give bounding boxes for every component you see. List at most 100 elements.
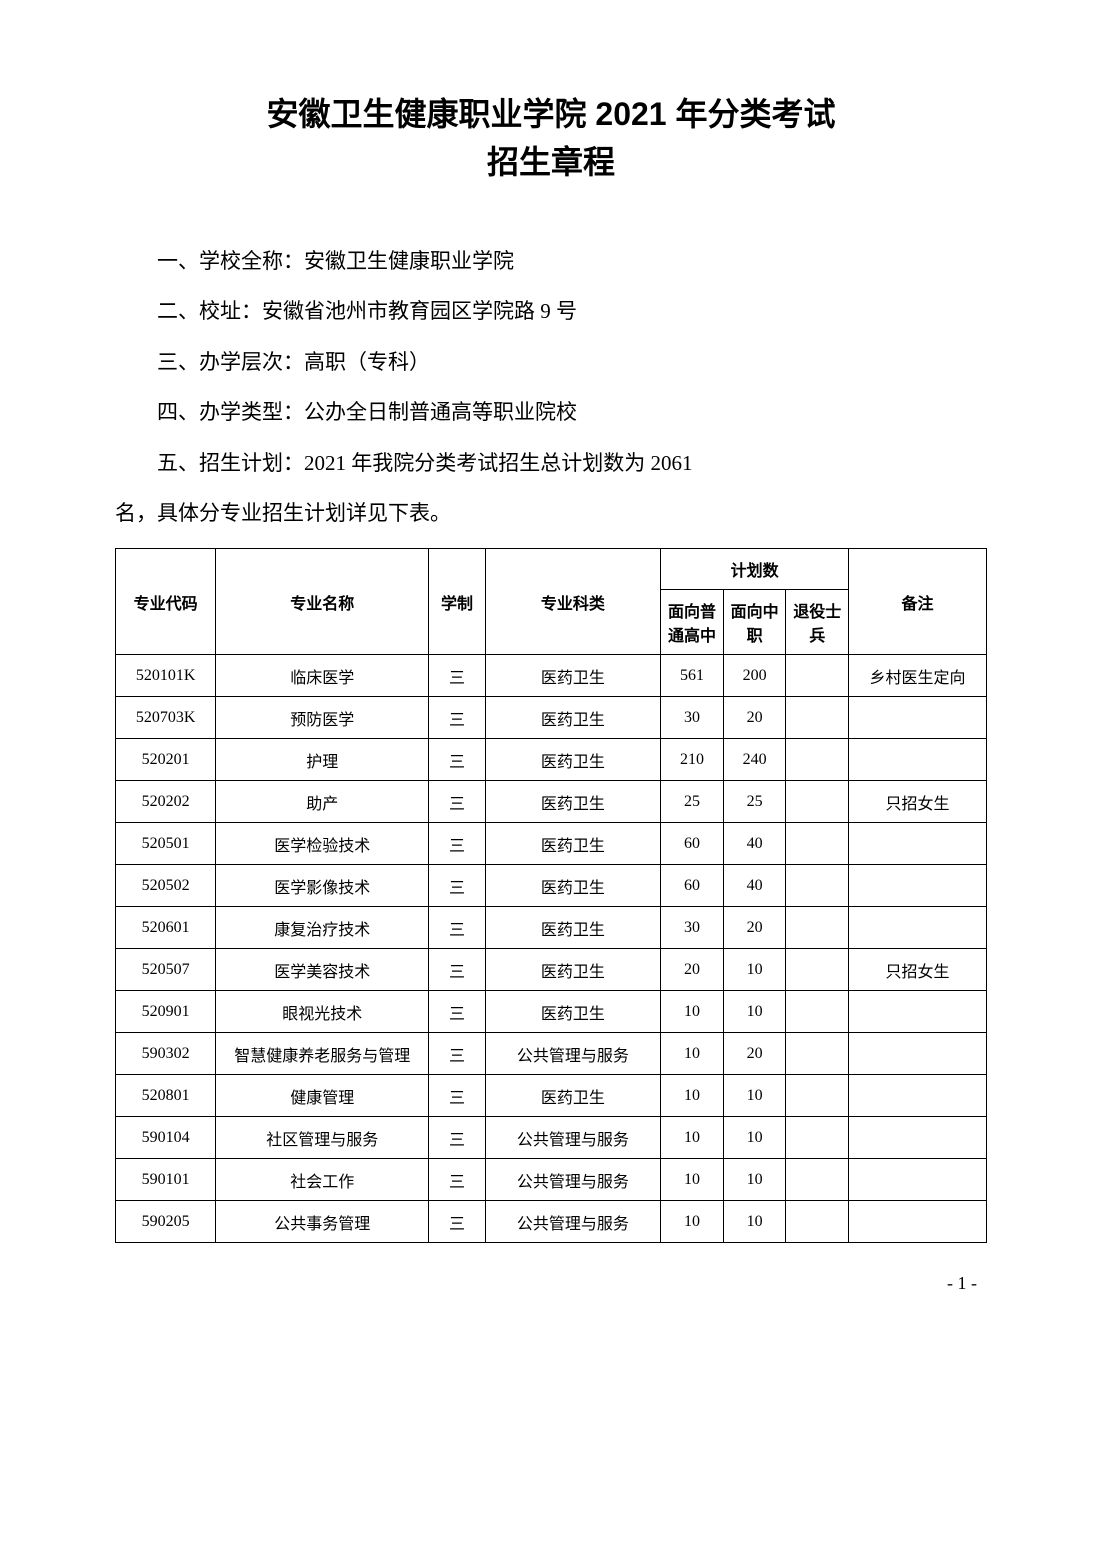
cell-vs: 40 bbox=[723, 865, 786, 907]
table-row: 520507医学美容技术三医药卫生2010只招女生 bbox=[116, 949, 987, 991]
title-line-1: 安徽卫生健康职业学院 2021 年分类考试 bbox=[115, 90, 987, 138]
cell-category: 医药卫生 bbox=[485, 865, 660, 907]
cell-hs: 210 bbox=[661, 739, 724, 781]
para-school-name: 一、学校全称：安徽卫生健康职业学院 bbox=[115, 236, 987, 286]
cell-vs: 40 bbox=[723, 823, 786, 865]
table-row: 520601康复治疗技术三医药卫生3020 bbox=[116, 907, 987, 949]
cell-note: 乡村医生定向 bbox=[849, 655, 987, 697]
cell-hs: 60 bbox=[661, 865, 724, 907]
cell-vs: 10 bbox=[723, 991, 786, 1033]
para-plan-cont: 名，具体分专业招生计划详见下表。 bbox=[115, 488, 987, 538]
cell-category: 医药卫生 bbox=[485, 781, 660, 823]
para-type: 四、办学类型：公办全日制普通高等职业院校 bbox=[115, 387, 987, 437]
cell-name: 医学影像技术 bbox=[216, 865, 429, 907]
table-row: 590104社区管理与服务三公共管理与服务1010 bbox=[116, 1117, 987, 1159]
table-row: 520703K预防医学三医药卫生3020 bbox=[116, 697, 987, 739]
cell-hs: 30 bbox=[661, 907, 724, 949]
cell-name: 健康管理 bbox=[216, 1075, 429, 1117]
header-plan-group: 计划数 bbox=[661, 549, 849, 590]
header-name: 专业名称 bbox=[216, 549, 429, 655]
cell-vet bbox=[786, 823, 849, 865]
para-level: 三、办学层次：高职（专科） bbox=[115, 337, 987, 387]
table-row: 520501医学检验技术三医药卫生6040 bbox=[116, 823, 987, 865]
cell-note bbox=[849, 823, 987, 865]
cell-years: 三 bbox=[429, 781, 485, 823]
cell-category: 医药卫生 bbox=[485, 907, 660, 949]
cell-category: 医药卫生 bbox=[485, 991, 660, 1033]
cell-code: 520901 bbox=[116, 991, 216, 1033]
header-plan-hs: 面向普通高中 bbox=[661, 590, 724, 655]
cell-vet bbox=[786, 739, 849, 781]
cell-hs: 20 bbox=[661, 949, 724, 991]
cell-hs: 10 bbox=[661, 1117, 724, 1159]
para-address: 二、校址：安徽省池州市教育园区学院路 9 号 bbox=[115, 286, 987, 336]
cell-vs: 200 bbox=[723, 655, 786, 697]
cell-category: 公共管理与服务 bbox=[485, 1201, 660, 1243]
cell-code: 520507 bbox=[116, 949, 216, 991]
cell-vs: 240 bbox=[723, 739, 786, 781]
cell-years: 三 bbox=[429, 1033, 485, 1075]
cell-vs: 10 bbox=[723, 1117, 786, 1159]
cell-years: 三 bbox=[429, 1201, 485, 1243]
cell-hs: 561 bbox=[661, 655, 724, 697]
cell-name: 护理 bbox=[216, 739, 429, 781]
title-line-2: 招生章程 bbox=[115, 138, 987, 186]
cell-name: 医学美容技术 bbox=[216, 949, 429, 991]
cell-name: 预防医学 bbox=[216, 697, 429, 739]
cell-note bbox=[849, 739, 987, 781]
cell-years: 三 bbox=[429, 1075, 485, 1117]
cell-hs: 25 bbox=[661, 781, 724, 823]
body-text: 一、学校全称：安徽卫生健康职业学院 二、校址：安徽省池州市教育园区学院路 9 号… bbox=[115, 236, 987, 538]
cell-code: 590104 bbox=[116, 1117, 216, 1159]
cell-note bbox=[849, 1159, 987, 1201]
enrollment-table: 专业代码 专业名称 学制 专业科类 计划数 备注 面向普通高中 面向中职 退役士… bbox=[115, 548, 987, 1243]
cell-code: 590302 bbox=[116, 1033, 216, 1075]
cell-name: 社区管理与服务 bbox=[216, 1117, 429, 1159]
cell-note bbox=[849, 697, 987, 739]
cell-category: 医药卫生 bbox=[485, 823, 660, 865]
cell-hs: 10 bbox=[661, 1201, 724, 1243]
cell-vet bbox=[786, 1033, 849, 1075]
cell-name: 智慧健康养老服务与管理 bbox=[216, 1033, 429, 1075]
cell-vet bbox=[786, 1075, 849, 1117]
table-row: 520202助产三医药卫生2525只招女生 bbox=[116, 781, 987, 823]
cell-years: 三 bbox=[429, 1159, 485, 1201]
cell-name: 眼视光技术 bbox=[216, 991, 429, 1033]
cell-vs: 10 bbox=[723, 1075, 786, 1117]
cell-vet bbox=[786, 1159, 849, 1201]
cell-name: 助产 bbox=[216, 781, 429, 823]
cell-years: 三 bbox=[429, 739, 485, 781]
cell-category: 公共管理与服务 bbox=[485, 1159, 660, 1201]
cell-years: 三 bbox=[429, 655, 485, 697]
table-row: 520901眼视光技术三医药卫生1010 bbox=[116, 991, 987, 1033]
cell-hs: 10 bbox=[661, 991, 724, 1033]
cell-vet bbox=[786, 1117, 849, 1159]
cell-vet bbox=[786, 991, 849, 1033]
cell-code: 590205 bbox=[116, 1201, 216, 1243]
table-row: 520801健康管理三医药卫生1010 bbox=[116, 1075, 987, 1117]
cell-note bbox=[849, 1117, 987, 1159]
cell-name: 临床医学 bbox=[216, 655, 429, 697]
cell-category: 医药卫生 bbox=[485, 1075, 660, 1117]
cell-category: 公共管理与服务 bbox=[485, 1117, 660, 1159]
cell-hs: 10 bbox=[661, 1075, 724, 1117]
cell-vet bbox=[786, 781, 849, 823]
cell-code: 520703K bbox=[116, 697, 216, 739]
cell-category: 医药卫生 bbox=[485, 655, 660, 697]
cell-code: 520801 bbox=[116, 1075, 216, 1117]
table-row: 590302智慧健康养老服务与管理三公共管理与服务1020 bbox=[116, 1033, 987, 1075]
cell-hs: 10 bbox=[661, 1159, 724, 1201]
cell-vet bbox=[786, 865, 849, 907]
cell-code: 520502 bbox=[116, 865, 216, 907]
header-plan-vet: 退役士兵 bbox=[786, 590, 849, 655]
cell-name: 医学检验技术 bbox=[216, 823, 429, 865]
cell-note bbox=[849, 865, 987, 907]
document-title: 安徽卫生健康职业学院 2021 年分类考试 招生章程 bbox=[115, 90, 987, 186]
cell-vs: 10 bbox=[723, 949, 786, 991]
cell-vs: 20 bbox=[723, 907, 786, 949]
cell-years: 三 bbox=[429, 823, 485, 865]
cell-note: 只招女生 bbox=[849, 781, 987, 823]
cell-vet bbox=[786, 949, 849, 991]
cell-vs: 10 bbox=[723, 1159, 786, 1201]
cell-note bbox=[849, 1033, 987, 1075]
